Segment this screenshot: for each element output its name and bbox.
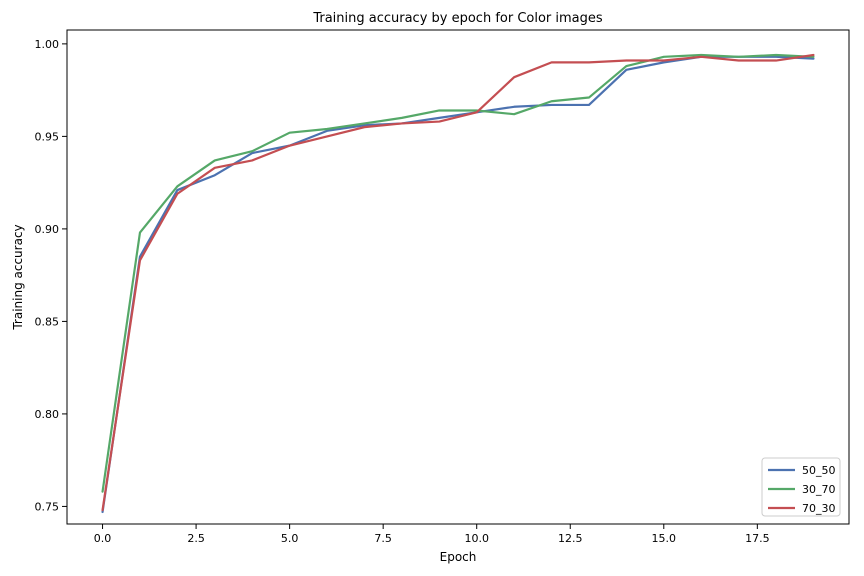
series-line-50-50 bbox=[101, 55, 815, 514]
x-tick-label: 0.0 bbox=[94, 532, 112, 545]
plot-area bbox=[66, 29, 850, 525]
chart-title: Training accuracy by epoch for Color ima… bbox=[312, 11, 603, 26]
x-tick-label: 7.5 bbox=[374, 532, 392, 545]
legend-label: 70_30 bbox=[802, 502, 836, 515]
y-tick-label: 0.75 bbox=[35, 500, 60, 513]
y-tick-label: 0.90 bbox=[35, 223, 60, 236]
x-tick-label: 12.5 bbox=[558, 532, 583, 545]
legend: 50_50 30_70 70_30 bbox=[761, 457, 841, 517]
y-tick-label: 0.95 bbox=[35, 130, 60, 143]
plot-frame bbox=[66, 29, 850, 525]
legend-label: 50_50 bbox=[802, 464, 836, 477]
x-tick-label: 5.0 bbox=[281, 532, 299, 545]
legend-box bbox=[761, 457, 841, 517]
series-line-70-30 bbox=[101, 53, 815, 512]
x-axis-label: Epoch bbox=[440, 550, 477, 564]
y-tick-label: 0.85 bbox=[35, 315, 60, 328]
y-axis: 0.75 0.80 0.85 0.90 0.95 1.00 bbox=[35, 38, 67, 513]
x-tick-label: 17.5 bbox=[745, 532, 770, 545]
x-tick-label: 2.5 bbox=[187, 532, 205, 545]
y-axis-label: Training accuracy bbox=[11, 224, 25, 330]
x-tick-label: 15.0 bbox=[652, 532, 677, 545]
x-tick-label: 10.0 bbox=[464, 532, 489, 545]
legend-label: 30_70 bbox=[802, 483, 836, 496]
y-tick-label: 1.00 bbox=[35, 38, 60, 51]
x-axis: 0.0 2.5 5.0 7.5 10.0 12.5 15.0 17.5 bbox=[94, 524, 770, 545]
y-tick-label: 0.80 bbox=[35, 408, 60, 421]
series-layer bbox=[101, 53, 815, 514]
series-line-30-70 bbox=[101, 53, 815, 493]
